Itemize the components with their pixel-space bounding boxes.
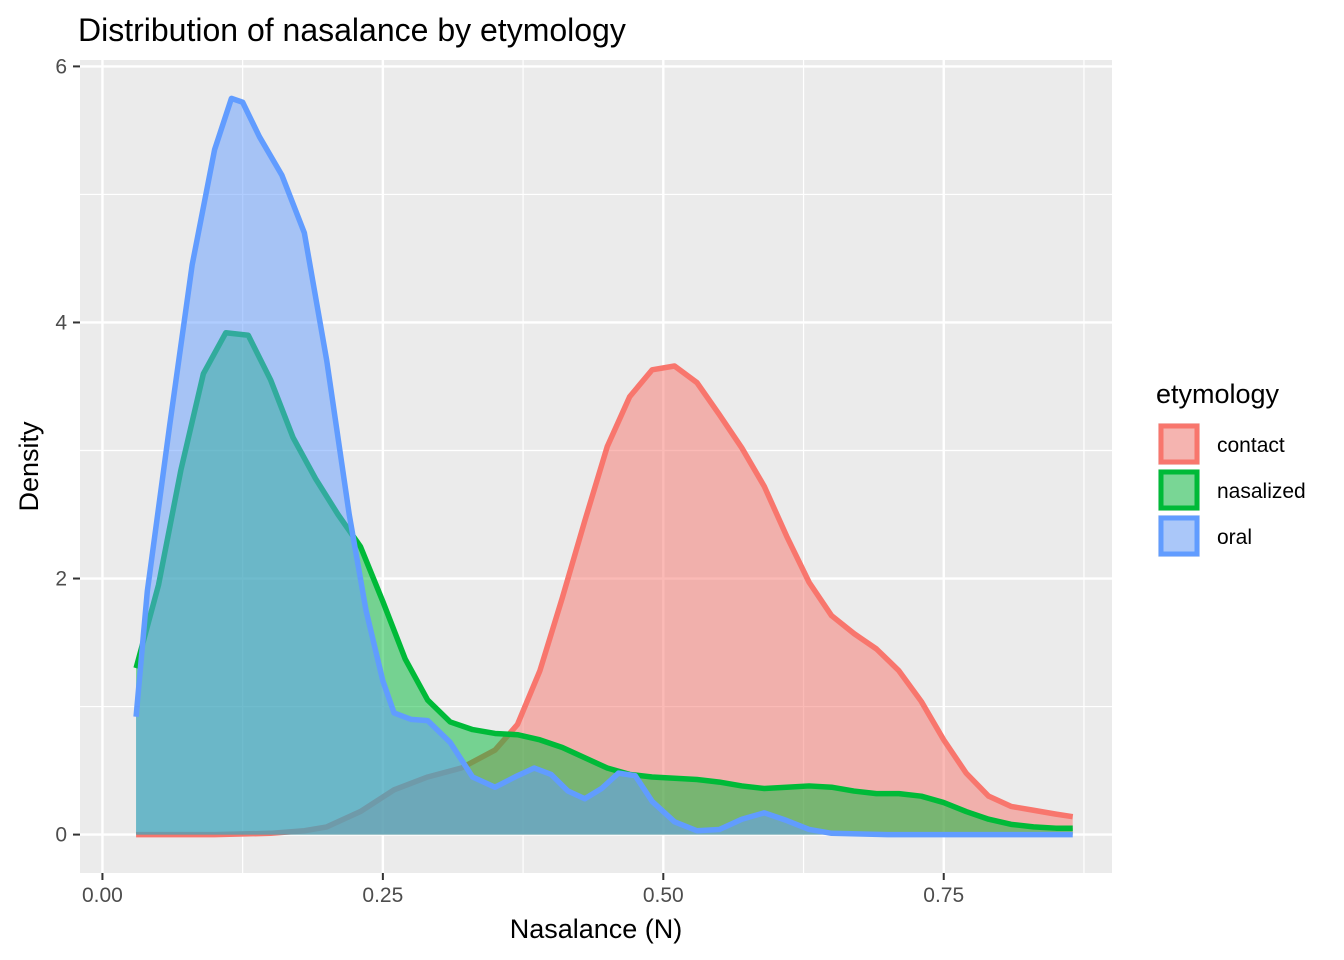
x-axis-title: Nasalance (N) (510, 914, 683, 944)
x-tick-label: 0.00 (82, 884, 123, 907)
legend: etymology contact nasalized oral (1156, 379, 1306, 557)
legend-label-oral: oral (1217, 526, 1252, 549)
density-area-contact (136, 366, 1073, 835)
y-axis-title: Density (14, 421, 44, 512)
y-tick-label: 4 (55, 311, 67, 334)
x-tick-label: 0.50 (643, 884, 684, 907)
y-tick-label: 0 (55, 824, 67, 847)
chart-title: Distribution of nasalance by etymology (78, 12, 626, 48)
axis-ticks (73, 65, 945, 880)
x-tick-label: 0.25 (362, 884, 403, 907)
x-axis-tick-labels: 0.00 0.25 0.50 0.75 (82, 884, 964, 907)
x-tick-label: 0.75 (923, 884, 964, 907)
density-line-oral (133, 95, 1073, 838)
density-area-oral (136, 98, 1073, 835)
legend-key-contact (1158, 423, 1200, 465)
legend-key-oral (1158, 515, 1200, 557)
legend-key-nasalized (1158, 469, 1200, 511)
y-axis-tick-labels: 0 2 4 6 (55, 55, 67, 846)
y-tick-label: 6 (55, 55, 67, 78)
legend-title: etymology (1156, 379, 1280, 409)
density-series (133, 95, 1074, 838)
y-tick-label: 2 (55, 568, 67, 591)
legend-label-nasalized: nasalized (1217, 480, 1306, 503)
legend-label-contact: contact (1217, 434, 1285, 457)
